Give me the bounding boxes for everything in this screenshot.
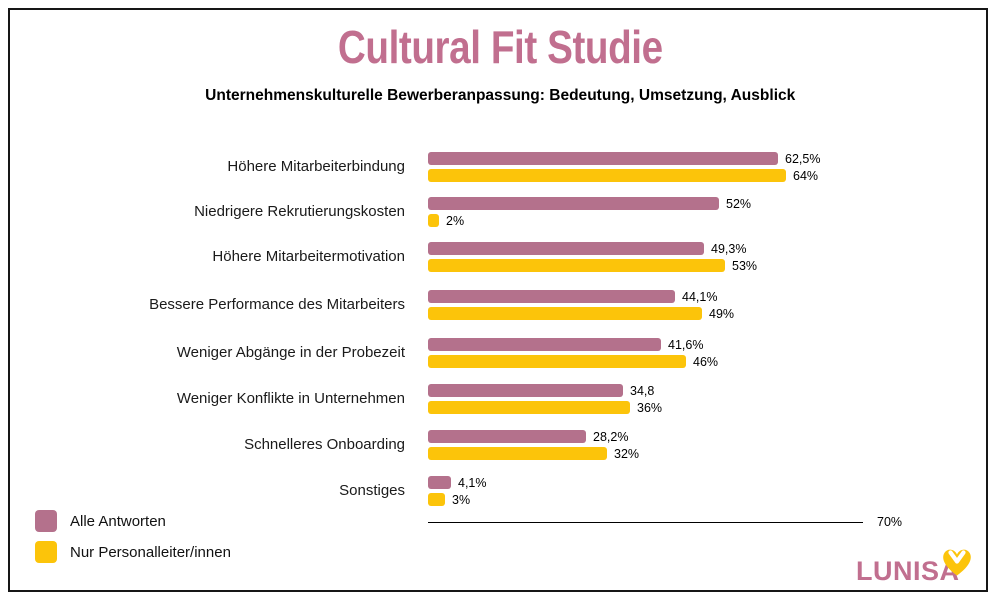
bar-nur-personalleiter xyxy=(428,214,439,227)
value-label: 46% xyxy=(693,354,719,369)
bar-alle-antworten xyxy=(428,476,451,489)
chart-row: Höhere Mitarbeiterbindung 62,5% 64% xyxy=(0,152,1000,183)
brand-logo: LUNISA xyxy=(856,549,971,587)
value-label: 34,8 xyxy=(630,383,655,398)
value-label: 49,3% xyxy=(711,241,747,256)
chart-row: Schnelleres Onboarding 28,2% 32% xyxy=(0,430,1000,461)
bar-alle-antworten xyxy=(428,338,661,351)
value-label: 4,1% xyxy=(458,475,487,490)
legend-swatch-yellow xyxy=(35,541,57,563)
category-label: Weniger Konflikte in Unternehmen xyxy=(176,390,405,407)
chart-row: Höhere Mitarbeitermotivation 49,3% 53% xyxy=(0,242,1000,273)
category-label: Sonstiges xyxy=(339,482,405,499)
bar-nur-personalleiter xyxy=(428,493,445,506)
bar-pair: 41,6% 46% xyxy=(428,338,718,372)
category-label: Schnelleres Onboarding xyxy=(244,436,405,453)
bar-nur-personalleiter xyxy=(428,447,607,460)
x-axis-max-label: 70% xyxy=(877,515,903,529)
bar-alle-antworten xyxy=(428,242,704,255)
bar-pair: 52% 2% xyxy=(428,197,751,231)
legend-label: Alle Antworten xyxy=(70,512,166,530)
subtitle-row: Unternehmenskulturelle Bewerberanpassung… xyxy=(0,87,1000,105)
category-label: Niedrigere Rekrutierungskosten xyxy=(194,203,405,220)
value-label: 41,6% xyxy=(668,337,704,352)
value-label: 62,5% xyxy=(785,151,821,166)
bar-nur-personalleiter xyxy=(428,259,725,272)
value-label: 64% xyxy=(793,168,819,183)
bar-nur-personalleiter xyxy=(428,355,686,368)
value-label: 28,2% xyxy=(593,429,629,444)
x-axis-line xyxy=(428,522,863,523)
value-label: 53% xyxy=(732,258,758,273)
legend-label: Nur Personalleiter/innen xyxy=(70,543,231,561)
bar-alle-antworten xyxy=(428,290,675,303)
chart-subtitle: Unternehmenskulturelle Bewerberanpassung… xyxy=(204,87,796,104)
bar-nur-personalleiter xyxy=(428,401,630,414)
bar-alle-antworten xyxy=(428,152,778,165)
bar-alle-antworten xyxy=(428,430,586,443)
bar-nur-personalleiter xyxy=(428,307,702,320)
value-label: 52% xyxy=(726,196,752,211)
value-label: 49% xyxy=(709,306,735,321)
bar-alle-antworten xyxy=(428,197,719,210)
brand-name: LUNISA xyxy=(856,556,960,586)
heart-icon xyxy=(943,549,971,576)
category-label: Bessere Performance des Mitarbeiters xyxy=(149,296,405,313)
title-row: Cultural Fit Studie xyxy=(0,22,1000,73)
value-label: 3% xyxy=(452,492,471,507)
category-label: Weniger Abgänge in der Probezeit xyxy=(176,344,405,361)
legend-item-alle-antworten: Alle Antworten xyxy=(35,510,231,532)
chart-row: Sonstiges 4,1% 3% xyxy=(0,476,1000,507)
bar-pair: 49,3% 53% xyxy=(428,242,757,276)
chart-row: Weniger Konflikte in Unternehmen 34,8 36% xyxy=(0,384,1000,415)
value-label: 36% xyxy=(637,400,663,415)
legend-swatch-pink xyxy=(35,510,57,532)
bar-pair: 28,2% 32% xyxy=(428,430,639,464)
chart-row: Bessere Performance des Mitarbeiters 44,1… xyxy=(0,290,1000,321)
chart-row: Weniger Abgänge in der Probezeit 41,6% 46% xyxy=(0,338,1000,369)
value-label: 44,1% xyxy=(682,289,718,304)
value-label: 32% xyxy=(614,446,640,461)
bar-alle-antworten xyxy=(428,384,623,397)
chart-row: Niedrigere Rekrutierungskosten 52% 2% xyxy=(0,197,1000,228)
bar-pair: 44,1% 49% xyxy=(428,290,734,324)
chart-title: Cultural Fit Studie xyxy=(337,21,663,73)
bar-pair: 4,1% 3% xyxy=(428,476,487,510)
legend: Alle Antworten Nur Personalleiter/innen xyxy=(35,510,231,572)
legend-item-nur-personalleiter: Nur Personalleiter/innen xyxy=(35,541,231,563)
category-label: Höhere Mitarbeitermotivation xyxy=(212,248,405,265)
bar-pair: 34,8 36% xyxy=(428,384,662,418)
value-label: 2% xyxy=(446,213,465,228)
bar-pair: 62,5% 64% xyxy=(428,152,820,186)
bar-nur-personalleiter xyxy=(428,169,786,182)
category-label: Höhere Mitarbeiterbindung xyxy=(227,158,405,175)
